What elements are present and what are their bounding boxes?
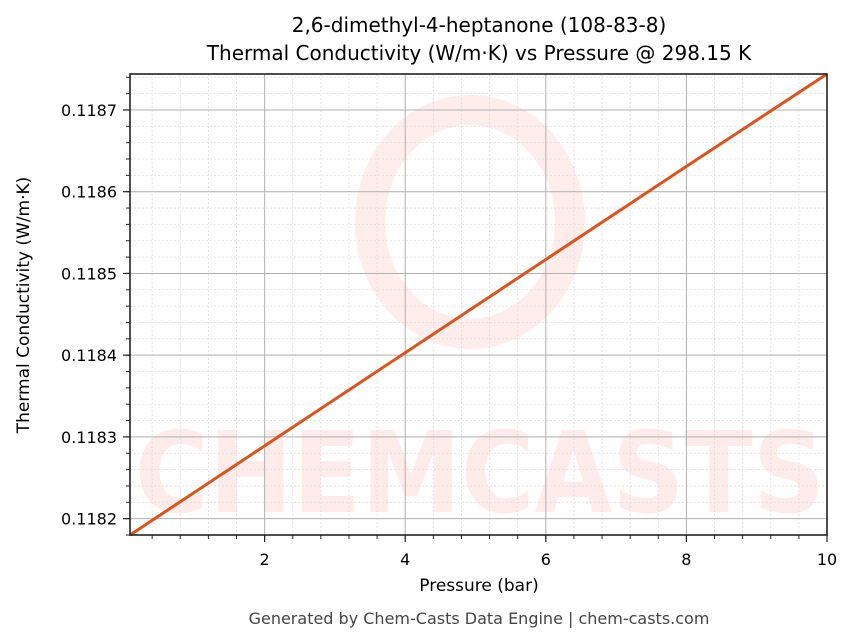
- watermark-text: CHEMCASTS: [135, 409, 825, 539]
- data-line: [129, 72, 828, 537]
- footer-credit: Generated by Chem-Casts Data Engine | ch…: [248, 609, 710, 628]
- chart-title-line2: Thermal Conductivity (W/m·K) vs Pressure…: [206, 41, 752, 65]
- y-tick-label: 0.1185: [61, 264, 117, 283]
- x-axis-label: Pressure (bar): [419, 576, 539, 596]
- y-tick-label: 0.1187: [61, 101, 117, 120]
- x-tick-label: 6: [541, 550, 551, 569]
- x-tick-label: 10: [817, 550, 837, 569]
- y-tick-label: 0.1182: [61, 510, 117, 529]
- chart-title-line1: 2,6-dimethyl-4-heptanone (108-83-8): [291, 13, 667, 37]
- plot-frame: [129, 73, 828, 536]
- watermark-logo-icon: [355, 95, 585, 349]
- x-tick-label: 2: [260, 550, 270, 569]
- y-tick-label: 0.1183: [61, 428, 117, 447]
- x-tick-label: 8: [681, 550, 691, 569]
- y-tick-label: 0.1184: [61, 346, 117, 365]
- y-axis-label: Thermal Conductivity (W/m·K): [14, 176, 34, 434]
- y-tick-label: 0.1186: [61, 183, 117, 202]
- x-tick-label: 4: [400, 550, 410, 569]
